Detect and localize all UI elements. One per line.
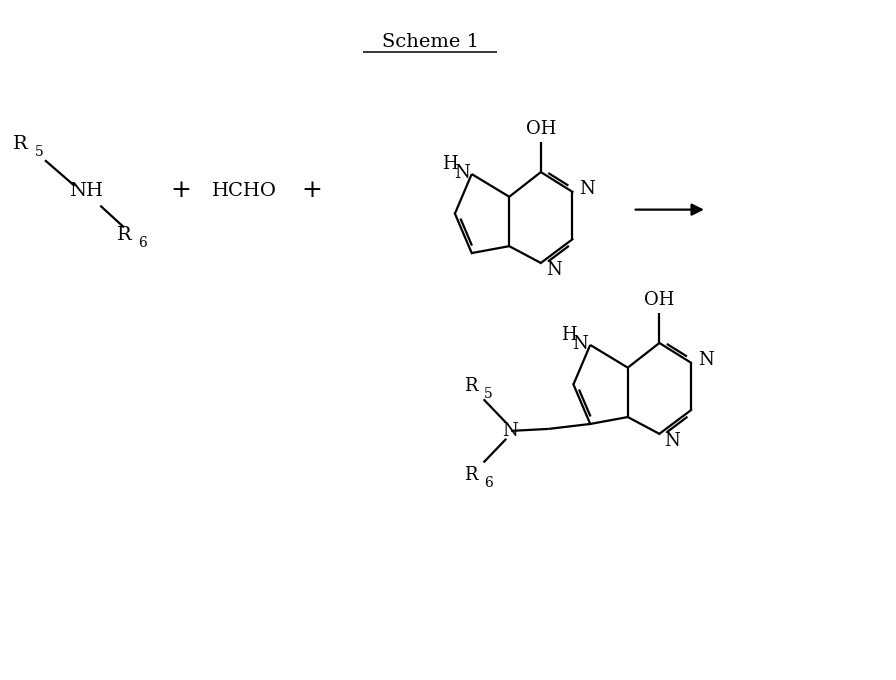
Text: NH: NH (70, 182, 103, 200)
Text: R: R (116, 226, 132, 244)
Text: R: R (464, 377, 478, 396)
Text: H: H (442, 155, 458, 173)
Text: OH: OH (526, 120, 556, 137)
Text: N: N (664, 432, 680, 449)
Text: N: N (573, 335, 589, 353)
Text: +: + (301, 180, 323, 203)
Text: 6: 6 (484, 476, 493, 490)
Text: N: N (503, 422, 518, 440)
Text: HCHO: HCHO (212, 182, 277, 200)
Text: H: H (561, 326, 576, 344)
Text: N: N (454, 164, 470, 182)
Text: R: R (13, 135, 28, 154)
Text: OH: OH (644, 290, 675, 309)
Text: N: N (698, 351, 714, 369)
Text: N: N (580, 180, 595, 198)
Text: R: R (464, 466, 478, 484)
Text: 5: 5 (35, 146, 43, 159)
Text: +: + (171, 180, 192, 203)
Text: N: N (546, 261, 562, 279)
Text: 5: 5 (484, 388, 493, 401)
Text: Scheme 1: Scheme 1 (382, 33, 478, 51)
Text: 6: 6 (138, 236, 147, 250)
